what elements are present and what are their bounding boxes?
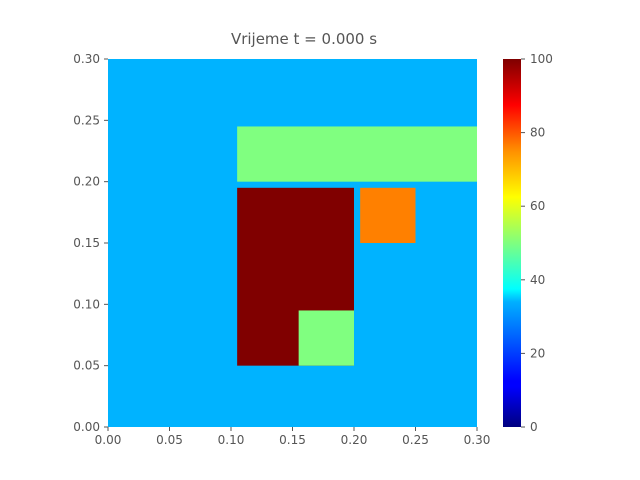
x-tick-label: 0.30 [464,433,491,447]
x-tick-label: 0.15 [279,433,306,447]
colorbar [503,59,521,427]
y-axis: 0.00 0.05 0.10 0.15 0.20 0.25 0.30 [73,52,108,434]
y-tick-label: 0.10 [73,297,100,311]
y-tick-label: 0.20 [73,175,100,189]
x-tick-label: 0.10 [218,433,245,447]
x-axis: 0.00 0.05 0.10 0.15 0.20 0.25 0.30 [95,427,491,447]
x-tick-label: 0.20 [341,433,368,447]
colorbar-tick-label: 40 [530,273,545,287]
x-tick-label: 0.05 [156,433,183,447]
y-tick-label: 0.05 [73,359,100,373]
colorbar-tick-label: 0 [530,420,538,434]
heatmap-region-3 [298,310,354,366]
colorbar-axis: 0 20 40 60 80 100 [521,52,553,434]
y-tick-label: 0.15 [73,236,100,250]
colorbar-tick-label: 80 [530,126,545,140]
heatmap-region-1 [237,126,477,182]
plot-area [108,59,477,427]
y-tick-label: 0.25 [73,113,100,127]
chart-title: Vrijeme t = 0.000 s [231,30,377,48]
y-tick-label: 0.00 [73,420,100,434]
heatmap-region-4 [360,187,416,243]
y-tick-label: 0.30 [73,52,100,66]
x-tick-label: 0.25 [402,433,429,447]
colorbar-tick-label: 20 [530,346,545,360]
x-tick-label: 0.00 [95,433,122,447]
colorbar-tick-label: 60 [530,199,545,213]
colorbar-tick-label: 100 [530,52,553,66]
